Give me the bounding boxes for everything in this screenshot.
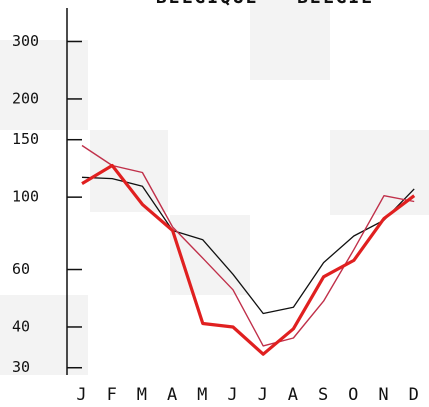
x-tick-label: A	[167, 385, 178, 405]
x-tick-label: D	[409, 385, 420, 405]
x-tick-label: J	[76, 385, 87, 405]
x-tick-label: O	[348, 385, 359, 405]
series-line	[81, 176, 415, 315]
background	[0, 0, 429, 375]
series-line	[81, 163, 416, 356]
x-tick-label: S	[318, 385, 329, 405]
x-tick-label: N	[378, 385, 389, 405]
chart-title: BELGIQUE - BELGIE	[156, 0, 374, 8]
x-tick-label: A	[288, 385, 299, 405]
y-tick-label: 300	[12, 32, 39, 50]
x-tick-label: M	[137, 385, 148, 405]
y-tick-label: 30	[12, 358, 30, 376]
x-tick-label: F	[107, 385, 118, 405]
y-tick-label: 150	[12, 130, 39, 148]
x-tick-label: J	[227, 385, 238, 405]
x-tick-label: J	[258, 385, 269, 405]
y-tick-label: 60	[12, 260, 30, 278]
y-tick-label: 200	[12, 89, 39, 107]
y-tick-label: 40	[12, 317, 30, 335]
x-tick-label: M	[197, 385, 208, 405]
y-tick-label: 100	[12, 188, 39, 206]
series-line	[81, 144, 415, 347]
